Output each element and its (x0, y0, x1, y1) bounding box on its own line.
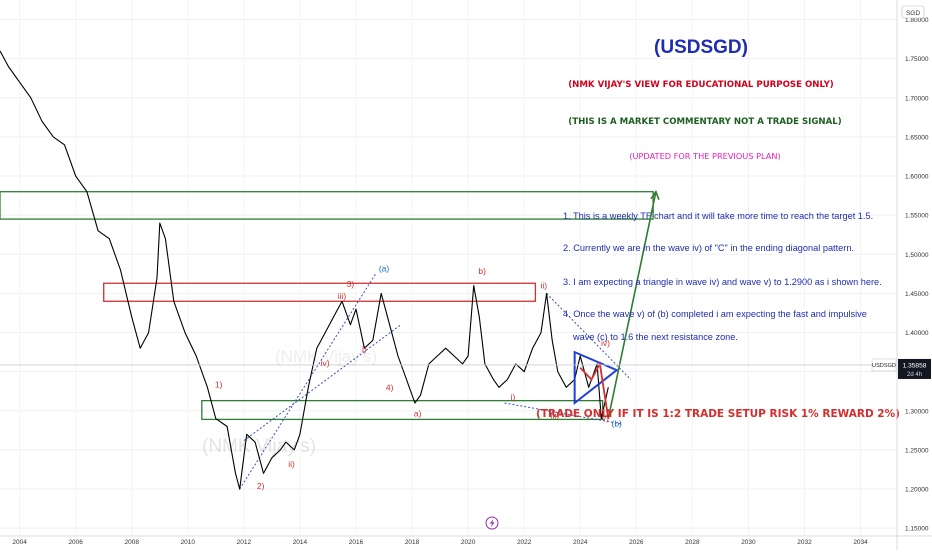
zones (0, 191, 654, 421)
triangle-pattern (573, 350, 619, 406)
y-tick-label: 1.15000 (905, 526, 929, 533)
wave-label: v) (602, 413, 609, 423)
wave-label: ii) (288, 459, 295, 469)
series (0, 50, 897, 490)
y-tick-label: 1.20000 (905, 487, 929, 494)
wave-label: ii) (541, 281, 548, 291)
y-tick-label: 1.25000 (905, 447, 929, 454)
price-line (0, 50, 609, 490)
subtitle-2: (THIS IS A MARKET COMMENTARY NOT A TRADE… (568, 117, 841, 127)
wave-label: i) (511, 392, 516, 402)
wave-label: iv) (601, 338, 610, 348)
lightning-icon[interactable] (485, 516, 499, 530)
x-tick-label: 2034 (853, 539, 868, 546)
subtitle-1: (NMK VIJAY'S VIEW FOR EDUCATIONAL PURPOS… (568, 80, 834, 90)
x-tick-label: 2016 (349, 539, 364, 546)
wave-label: 1) (215, 379, 223, 389)
projection-arrowhead (650, 190, 660, 200)
symbol-badge-label: SGD (906, 10, 920, 17)
x-tick-label: 2024 (573, 539, 588, 546)
x-tick-label: 2030 (741, 539, 756, 546)
zone-box (103, 282, 537, 302)
y-tick-label: 1.75000 (905, 56, 929, 63)
wave-label: b) (478, 266, 486, 276)
x-tick-label: 2006 (68, 539, 83, 546)
note-1: 1. This is a weekly TF chart and it will… (563, 211, 873, 221)
symbol-badge (901, 5, 925, 19)
wave-label: 2) (257, 481, 265, 491)
y-tick-label: 1.60000 (905, 174, 929, 181)
wave-label: a) (414, 408, 422, 418)
y-tick-label: 1.45000 (905, 291, 929, 298)
note-5: wave (c) to 1.6 the next resistance zone… (572, 332, 738, 342)
price-symbol-text: USDSGD (872, 363, 896, 369)
note-2: 2. Currently we are in the wave iv) of "… (563, 243, 854, 253)
x-tick-label: 2012 (237, 539, 252, 546)
x-tick-label: 2020 (461, 539, 476, 546)
subtitle-3: (UPDATED FOR THE PREVIOUS PLAN) (629, 151, 780, 161)
y-tick-label: 1.80000 (905, 17, 929, 24)
wave-label: i) (362, 344, 367, 354)
grid (0, 0, 897, 536)
x-tick-label: 2008 (125, 539, 140, 546)
x-tick-label: 2022 (517, 539, 532, 546)
price-symbol-tag (871, 358, 897, 372)
wave-v-path (579, 361, 610, 419)
x-tick-label: 2028 (685, 539, 700, 546)
wave-labels: 1) 2) 3) 4) i) ii) iii) iv) a) b) i) ii) iii) iv) v) (a… (215, 264, 622, 492)
x-tick-label: 2014 (293, 539, 308, 546)
chart-title: (USDSGD) (654, 37, 748, 58)
y-tick-label: 1.30000 (905, 408, 929, 415)
x-tick-label: 2010 (181, 539, 196, 546)
note-4: 4. Once the wave v) of (b) completed i a… (563, 309, 867, 319)
wave-label: 3) (347, 279, 355, 289)
y-tick-label: 1.50000 (905, 252, 929, 259)
y-tick-label: 1.40000 (905, 330, 929, 337)
last-price-tag (898, 358, 931, 379)
countdown-value: 2d 4h (907, 372, 922, 378)
wave-label: iv) (321, 358, 330, 368)
watermark-center: (NMK Vijay's) (275, 347, 377, 366)
wave-label: iii) (551, 411, 560, 421)
y-tick-label: 1.65000 (905, 134, 929, 141)
wave-label: iii) (338, 291, 347, 301)
wave-label: 4) (386, 382, 394, 392)
last-price-value: 1.35858 (903, 362, 927, 369)
note-3: 3. I am expecting a triangle in wave iv)… (563, 277, 882, 287)
wave-label: (b) (611, 418, 622, 428)
channel-lower-line (243, 324, 402, 441)
y-tick-label: 1.70000 (905, 95, 929, 102)
wave-label: (a) (379, 264, 390, 274)
y-tick-label: 1.55000 (905, 213, 929, 220)
watermark: (NMK Vijay's) (202, 436, 316, 457)
x-tick-label: 2026 (629, 539, 644, 546)
channel-upper-line (239, 273, 377, 490)
trade-note: (TRADE ONLY IF IT IS 1:2 TRADE SETUP RIS… (536, 408, 900, 420)
x-tick-label: 2032 (797, 539, 812, 546)
x-tick-label: 2018 (405, 539, 420, 546)
projection-line (607, 191, 657, 419)
x-tick-label: 2004 (12, 539, 27, 546)
